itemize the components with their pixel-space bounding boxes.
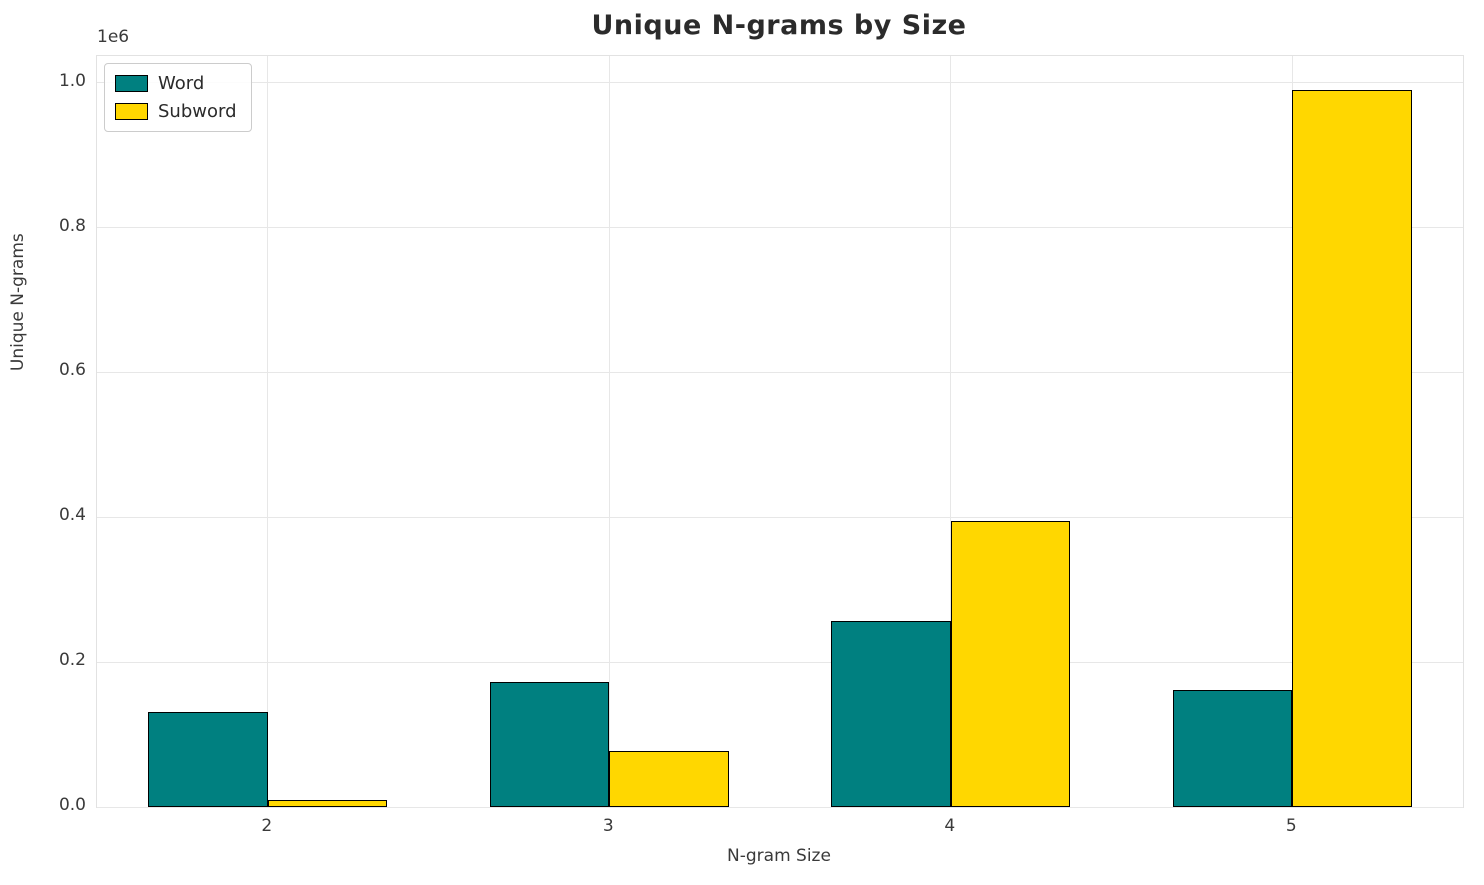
gridline-y-0.8 [97, 227, 1463, 229]
chart-title: Unique N-grams by Size [591, 10, 967, 41]
plot-area: Word Subword [96, 55, 1464, 808]
bar-word-2 [148, 712, 268, 807]
y-axis-label: Unique N-grams [8, 233, 28, 372]
y-tick-label-0.0: 0.0 [58, 795, 86, 815]
gridline-y-0.4 [97, 516, 1463, 518]
y-tick-label-0.8: 0.8 [58, 215, 86, 236]
gridline-x-3 [608, 56, 610, 807]
bar-word-4 [831, 620, 951, 807]
y-tick-label-0.6: 0.6 [58, 360, 86, 381]
y-tick-label-1.0: 1.0 [58, 70, 86, 91]
legend-item-word: Word [115, 73, 237, 94]
legend-swatch-subword [115, 103, 148, 120]
x-tick-label-4: 4 [944, 816, 956, 836]
gridline-y-0.0 [97, 806, 1463, 808]
gridline-x-2 [267, 56, 269, 807]
legend-label-subword: Subword [158, 101, 237, 122]
bar-word-3 [489, 681, 610, 807]
x-axis-label: N-gram Size [727, 846, 831, 866]
gridline-y-1.0 [97, 82, 1463, 84]
y-tick-label-0.4: 0.4 [58, 505, 86, 526]
legend-item-subword: Subword [115, 101, 237, 122]
bar-subword-2 [267, 799, 388, 807]
bar-word-5 [1172, 689, 1293, 807]
bar-subword-4 [950, 520, 1071, 807]
x-tick-label-2: 2 [261, 816, 273, 836]
x-tick-label-5: 5 [1285, 816, 1297, 836]
y-tick-label-0.2: 0.2 [58, 650, 86, 671]
bar-subword-5 [1292, 90, 1412, 807]
x-tick-label-3: 3 [602, 816, 614, 836]
bar-subword-3 [609, 750, 729, 807]
y-axis-offset-text: 1e6 [97, 27, 130, 47]
gridline-y-0.2 [97, 661, 1463, 663]
legend: Word Subword [104, 63, 252, 132]
legend-label-word: Word [158, 73, 205, 94]
gridline-x-4 [950, 56, 952, 807]
gridline-y-0.6 [97, 371, 1463, 373]
legend-swatch-word [115, 75, 148, 92]
